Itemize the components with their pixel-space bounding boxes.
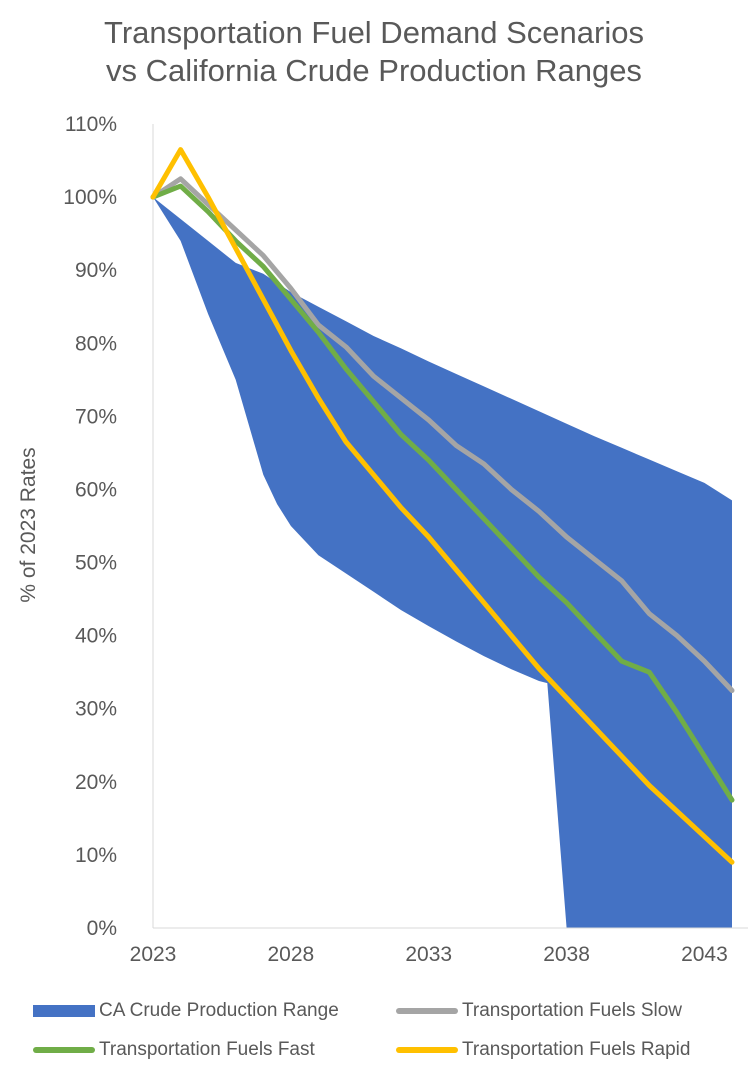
legend-swatch-fast	[33, 1047, 95, 1053]
series-line-slow	[150, 176, 735, 693]
legend-item-slow: Transportation Fuels Slow	[396, 1000, 682, 1022]
legend-label-slow: Transportation Fuels Slow	[462, 1000, 683, 1021]
legend-item-range: CA Crude Production Range	[33, 1000, 339, 1022]
legend-swatch-slow	[396, 1008, 458, 1014]
legend-label-fast: Transportation Fuels Fast	[99, 1039, 315, 1060]
x-tick-label: 2028	[267, 943, 314, 966]
x-tick-label: 2043	[681, 943, 728, 966]
x-tick-label: 2033	[405, 943, 452, 966]
legend-swatch-range	[33, 1005, 95, 1017]
y-tick-label: 70%	[75, 405, 117, 428]
y-tick-label: 20%	[75, 771, 117, 794]
legend-item-rapid: Transportation Fuels Rapid	[396, 1039, 690, 1061]
chart-title-line-1: Transportation Fuel Demand Scenarios	[104, 15, 644, 50]
series-line-fast	[150, 183, 735, 803]
y-tick-label: 80%	[75, 332, 117, 355]
legend-label-rapid: Transportation Fuels Rapid	[462, 1039, 691, 1060]
legend-row-2: Transportation Fuels Fast Transportation…	[0, 1039, 748, 1069]
y-tick-label: 90%	[75, 259, 117, 282]
legend-row-1: CA Crude Production Range Transportation…	[0, 1000, 748, 1030]
series-line-rapid	[150, 147, 735, 865]
chart-title: Transportation Fuel Demand Scenarios vs …	[0, 14, 748, 90]
legend-label-range: CA Crude Production Range	[99, 1000, 339, 1021]
y-tick-label: 60%	[75, 478, 117, 501]
x-tick-label: 2023	[130, 943, 177, 966]
legend-swatch-rapid	[396, 1047, 458, 1053]
y-tick-label: 10%	[75, 844, 117, 867]
chart-title-line-2: vs California Crude Production Ranges	[106, 53, 642, 88]
y-tick-label: 0%	[87, 917, 117, 940]
y-tick-label: 40%	[75, 625, 117, 648]
range-area	[153, 197, 732, 929]
legend-item-fast: Transportation Fuels Fast	[33, 1039, 315, 1061]
x-tick-label: 2038	[543, 943, 590, 966]
y-axis-title: % of 2023 Rates	[17, 447, 40, 602]
y-tick-label: 50%	[75, 552, 117, 575]
y-tick-label: 110%	[65, 113, 117, 136]
y-tick-label: 30%	[75, 698, 117, 721]
y-tick-label: 100%	[63, 186, 117, 209]
